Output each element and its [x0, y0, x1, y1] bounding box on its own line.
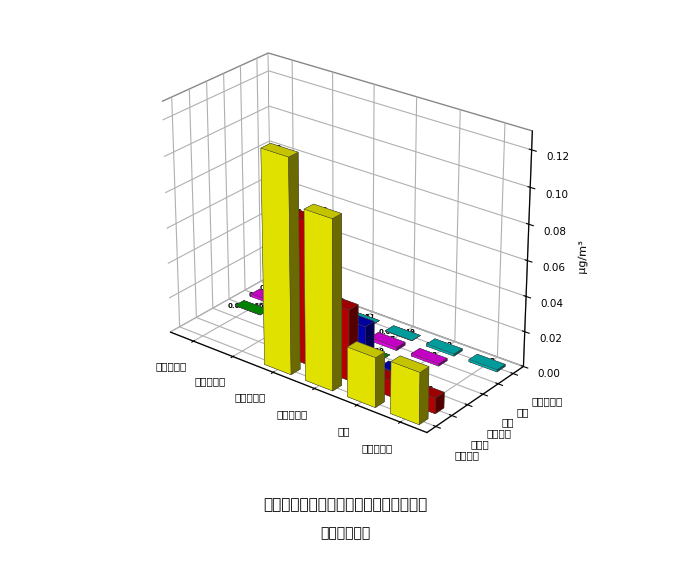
Text: （金属類１）: （金属類１）: [321, 526, 370, 540]
Text: 平成１７年度有害大気汚染物質年平均値: 平成１７年度有害大気汚染物質年平均値: [263, 498, 428, 512]
